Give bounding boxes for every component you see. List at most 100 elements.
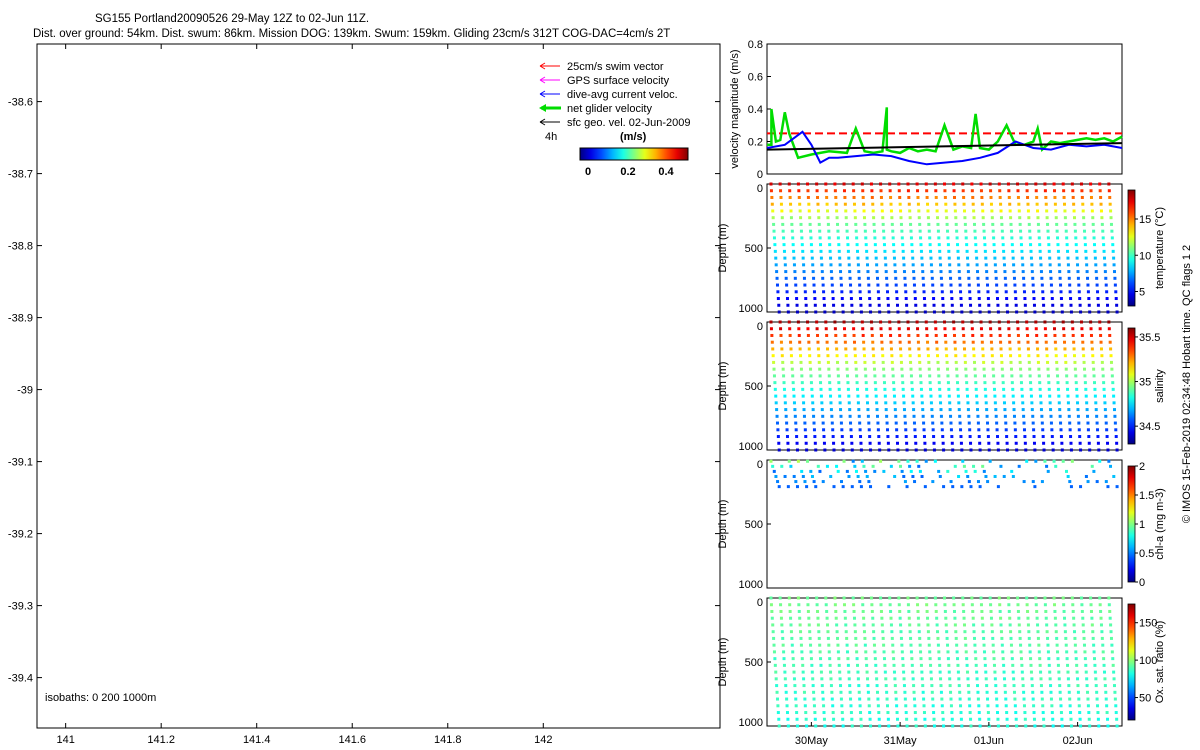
- section-profile-point: [913, 428, 917, 432]
- section-profile-point: [989, 616, 993, 620]
- section-profile-point: [803, 283, 807, 287]
- section-profile-point: [1025, 182, 1029, 186]
- section-profile-point: [890, 360, 894, 364]
- section-profile-point: [839, 414, 843, 418]
- section-profile-point: [893, 263, 897, 267]
- section-profile-point: [1106, 303, 1110, 307]
- section-profile-point: [967, 421, 971, 425]
- chl-profile-point: [972, 464, 976, 468]
- section-profile-point: [895, 290, 899, 294]
- dive-avg-vector: [247, 411, 250, 417]
- dive-avg-vector: [351, 439, 353, 440]
- section-profile-point: [1019, 367, 1023, 371]
- section-profiles: [769, 596, 1119, 728]
- chl-profile-point: [1033, 485, 1037, 489]
- section-profile-point: [1067, 414, 1071, 418]
- section-profile-point: [972, 347, 976, 351]
- section-profile-point: [926, 216, 930, 220]
- section-profile-point: [1032, 428, 1036, 432]
- section-profile-point: [1079, 724, 1083, 728]
- section-profile-point: [1060, 717, 1064, 721]
- section-profile-point: [1024, 448, 1028, 452]
- dive-avg-vector: [358, 449, 360, 452]
- section-profile-point: [991, 222, 995, 226]
- section-profile-point: [1053, 202, 1057, 206]
- section-profile-point: [1021, 684, 1025, 688]
- section-profile-point: [1004, 421, 1008, 425]
- section-profile-point: [1041, 297, 1045, 301]
- chl-profile-point: [812, 480, 816, 484]
- section-profile-point: [937, 236, 941, 240]
- dive-avg-vector: [321, 403, 325, 404]
- section-profile-point: [982, 650, 986, 654]
- section-profile-point: [779, 340, 783, 344]
- section-profile-point: [1081, 616, 1085, 620]
- chl-profile-point: [794, 480, 798, 484]
- section-profile-point: [919, 374, 923, 378]
- section-profile-point: [819, 657, 823, 661]
- section-profile-point: [784, 414, 788, 418]
- section-profile-point: [1010, 650, 1014, 654]
- section-profile-point: [966, 270, 970, 274]
- swim-vector: [218, 390, 222, 406]
- map-colorbar-tick-0: 0: [585, 166, 591, 178]
- section-profile-point: [890, 222, 894, 226]
- section-profile-point: [853, 216, 857, 220]
- swim-vector: [281, 399, 290, 408]
- swim-vector: [365, 423, 380, 433]
- section-profile-point: [976, 690, 980, 694]
- section-profile-point: [1046, 367, 1050, 371]
- chl-profile-point: [915, 459, 919, 463]
- section-profile-point: [857, 684, 861, 688]
- current-vector-head: [167, 100, 171, 104]
- section-profile-point: [806, 333, 810, 337]
- section-profile-point: [1048, 263, 1052, 267]
- section-profile-point: [960, 448, 964, 452]
- section-profile-point: [817, 360, 821, 364]
- swim-vector: [356, 424, 358, 449]
- section-profile-point: [844, 209, 848, 213]
- section-profile-point: [946, 367, 950, 371]
- section-profile-point: [1071, 195, 1075, 199]
- section-profile-point: [835, 630, 839, 634]
- section-profile-point: [972, 209, 976, 213]
- section-profile-point: [1033, 724, 1037, 728]
- chl-profile-point: [871, 464, 875, 468]
- section-profile-point: [1002, 663, 1006, 667]
- section-profile-point: [909, 650, 913, 654]
- section-profile-point: [843, 340, 847, 344]
- section-profile-point: [781, 229, 785, 233]
- section-profile-point: [772, 643, 776, 647]
- section-ytick-label: 1000: [739, 579, 763, 591]
- section-profile-point: [785, 704, 789, 708]
- section-profile-point: [1044, 202, 1048, 206]
- section-profile-point: [905, 303, 909, 307]
- dive-avg-vector: [361, 457, 363, 458]
- section-profile-point: [885, 428, 889, 432]
- section-profile-point: [1063, 347, 1067, 351]
- section-profile-point: [1016, 195, 1020, 199]
- section-profile-point: [1056, 381, 1060, 385]
- section-profile-point: [1089, 327, 1093, 331]
- section-profile-point: [1047, 657, 1051, 661]
- velocity-series-line: [766, 142, 1123, 151]
- section-profile-point: [790, 367, 794, 371]
- section-profile-point: [1002, 401, 1006, 405]
- section-profile-point: [863, 229, 867, 233]
- section-profile-point: [977, 428, 981, 432]
- swim-vector: [236, 405, 264, 411]
- section-profile-point: [902, 256, 906, 260]
- section-profile-point: [796, 596, 800, 600]
- section-profile-point: [972, 354, 976, 358]
- section-profile-point: [1108, 202, 1112, 206]
- map-xtick-label: 141.2: [147, 734, 175, 746]
- swim-vector: [349, 420, 352, 437]
- section-profile-point: [1075, 387, 1079, 391]
- section-profile-point: [895, 297, 899, 301]
- section-profile-point: [1107, 327, 1111, 331]
- section-profile-point: [789, 616, 793, 620]
- section-profile-point: [1004, 283, 1008, 287]
- dive-avg-vector: [344, 407, 348, 409]
- section-profile-point: [1002, 670, 1006, 674]
